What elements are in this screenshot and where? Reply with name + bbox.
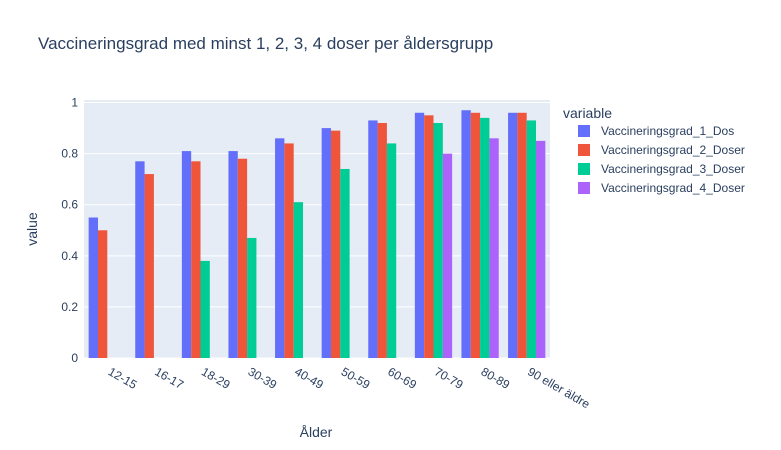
legend-swatch[interactable] (578, 163, 590, 175)
legend-label[interactable]: Vaccineringsgrad_1_Dos (601, 124, 734, 138)
bar (330, 130, 341, 358)
bar (414, 112, 425, 358)
bar (200, 260, 210, 358)
bar (424, 115, 434, 359)
x-axis-ticks: 12-15 16-17 18-29 30-39 40-49 50-59 60-69 70-79… (106, 364, 593, 411)
x-tick-label: 16-17 (152, 364, 186, 392)
bar (442, 153, 453, 358)
bar (526, 120, 537, 359)
x-tick-label: 50-59 (339, 364, 373, 392)
bars (88, 110, 546, 359)
bar (181, 151, 192, 358)
x-tick-label: 70-79 (432, 364, 466, 392)
x-tick-label: 80-89 (479, 364, 513, 392)
bar (368, 120, 378, 359)
chart-title: Vaccineringsgrad med minst 1, 2, 3, 4 do… (38, 34, 494, 53)
y-tick-label: 0.6 (61, 198, 78, 212)
legend-swatch[interactable] (578, 182, 590, 194)
bar (191, 161, 201, 358)
bar (461, 110, 471, 358)
x-tick-label: 60-69 (385, 364, 419, 392)
legend-label[interactable]: Vaccineringsgrad_2_Doser (601, 143, 745, 157)
bar (517, 112, 527, 358)
bar (321, 128, 331, 358)
bar (470, 112, 481, 358)
y-axis-title: value (24, 212, 40, 246)
bar (228, 151, 238, 358)
x-tick-label: 30-39 (246, 364, 280, 392)
bar (340, 168, 350, 358)
bar (284, 143, 294, 358)
bar (386, 143, 397, 358)
legend: variable Vaccineringsgrad_1_Dos Vaccineri… (563, 105, 745, 195)
legend-swatch[interactable] (578, 125, 590, 137)
legend-label[interactable]: Vaccineringsgrad_3_Doser (601, 162, 745, 176)
y-tick-label: 0.4 (61, 249, 78, 263)
bar (275, 138, 285, 358)
x-tick-label: 90 eller äldre (525, 364, 592, 411)
bar (536, 140, 546, 358)
bar (135, 161, 145, 358)
bar (237, 158, 248, 358)
bar (433, 122, 443, 358)
x-tick-label: 40-49 (292, 364, 326, 392)
y-axis-ticks: 0 0.2 0.4 0.6 0.8 1 (61, 96, 78, 365)
bar (88, 217, 98, 358)
y-tick-label: 0 (71, 351, 78, 365)
x-tick-label: 18-29 (199, 364, 233, 392)
y-tick-label: 1 (71, 96, 78, 110)
bar (293, 202, 304, 358)
bar (97, 230, 108, 358)
bar (480, 117, 490, 358)
bar (489, 138, 499, 358)
bar (508, 112, 518, 358)
bar (144, 174, 154, 358)
x-axis-title: Ålder (300, 424, 333, 440)
bar (377, 122, 387, 358)
bar (247, 237, 257, 358)
x-tick-label: 12-15 (106, 364, 140, 392)
y-tick-label: 0.8 (61, 147, 78, 161)
legend-label[interactable]: Vaccineringsgrad_4_Doser (601, 181, 745, 195)
y-tick-label: 0.2 (61, 300, 78, 314)
legend-title: variable (563, 105, 612, 121)
legend-swatch[interactable] (578, 144, 590, 156)
